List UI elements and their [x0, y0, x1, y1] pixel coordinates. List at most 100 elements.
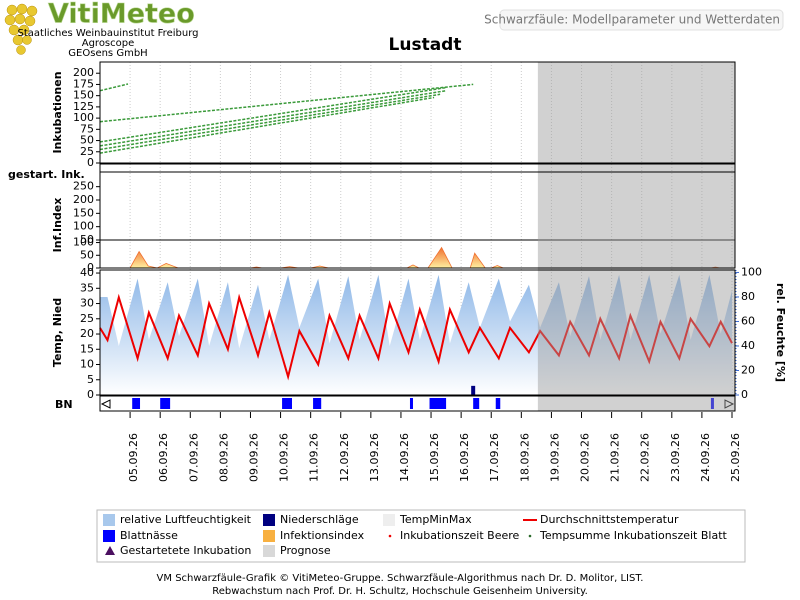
- y-tick-label: 35: [80, 281, 94, 294]
- x-tick-label: 05.09.26: [127, 433, 140, 482]
- x-tick-label: 17.09.26: [488, 433, 501, 482]
- x-tick-label: 16.09.26: [458, 433, 471, 482]
- y-tick-label: 175: [73, 77, 94, 90]
- legend-label: Blattnässe: [120, 529, 178, 542]
- y2-tick-label: 40: [741, 339, 755, 352]
- x-tick-label: 09.09.26: [247, 433, 260, 482]
- incubation-line: [99, 83, 474, 123]
- y-tick-label: 5: [87, 373, 94, 386]
- footer: Rebwachstum nach Prof. Dr. H. Schultz, H…: [212, 586, 588, 597]
- y-tick-label: 30: [80, 297, 94, 310]
- legend-label: Infektionsindex: [280, 529, 365, 542]
- legend-label: Durchschnittstemperatur: [540, 513, 679, 526]
- x-tick-label: 12.09.26: [338, 433, 351, 482]
- scroll-arrow: [724, 399, 735, 409]
- leaf-wetness-bar: [313, 398, 322, 409]
- leaf-wetness-bar: [473, 398, 480, 409]
- y2-tick-label: 80: [741, 290, 755, 303]
- leaf-wetness-bar: [409, 398, 413, 409]
- logo-line: GEOsens GmbH: [68, 48, 147, 59]
- legend-symbol: [263, 545, 275, 557]
- legend-symbol: [388, 534, 392, 538]
- legend-label: Gestartetete Inkubation: [120, 544, 251, 557]
- x-tick-label: 13.09.26: [368, 433, 381, 482]
- x-tick-label: 22.09.26: [639, 433, 652, 482]
- y-tick-label: 250: [73, 180, 94, 193]
- x-tick-label: 11.09.26: [308, 433, 321, 482]
- y-axis-label: Temp, Nied: [51, 298, 64, 367]
- y2-tick-label: 100: [741, 265, 762, 278]
- x-tick-label: 25.09.26: [729, 433, 742, 482]
- y2-tick-label: 20: [741, 363, 755, 376]
- x-tick-label: 23.09.26: [669, 433, 682, 482]
- humidity-area: [100, 274, 732, 395]
- y-tick-label: 0: [87, 388, 94, 401]
- y-tick-label: 100: [73, 111, 94, 124]
- x-tick-label: 21.09.26: [609, 433, 622, 482]
- legend-box: [96, 509, 746, 563]
- x-tick-label: 10.09.26: [278, 433, 291, 482]
- leaf-wetness-bar: [710, 398, 714, 409]
- x-tick-label: 19.09.26: [548, 433, 561, 482]
- chart-title: Lustadt: [389, 35, 462, 55]
- leaf-wetness-bar: [160, 398, 171, 409]
- temperature-line: [99, 293, 733, 381]
- legend-symbol: [383, 514, 395, 526]
- incubation-line: [99, 96, 435, 154]
- y-axis-label: BN: [55, 398, 73, 411]
- leaf-wetness-bar: [495, 398, 501, 409]
- y-tick-label: 200: [73, 193, 94, 206]
- legend-symbol: [263, 530, 275, 542]
- leaf-wetness-bar: [282, 398, 293, 409]
- y-tick-label: 25: [80, 312, 94, 325]
- x-tick-label: 08.09.26: [217, 433, 230, 482]
- y-tick-label: 150: [73, 89, 94, 102]
- legend-symbol: [103, 530, 115, 542]
- x-tick-label: 07.09.26: [187, 433, 200, 482]
- y-tick-label: 50: [80, 233, 94, 246]
- logo: VitiMeteo: [48, 0, 195, 30]
- panel-frame: [99, 171, 736, 269]
- legend-symbol: [105, 546, 115, 555]
- y2-tick-label: 0: [741, 388, 748, 401]
- y-tick-label: 25: [80, 145, 94, 158]
- legend-symbol: [103, 514, 115, 526]
- y-tick-label: 100: [73, 236, 94, 249]
- y-tick-label: 10: [80, 358, 94, 371]
- logo-line: Agroscope: [82, 38, 135, 49]
- prognosis-region: [537, 62, 735, 411]
- leaf-wetness-bar: [429, 398, 447, 409]
- legend-label: Tempsumme Inkubationszeit Blatt: [539, 529, 728, 542]
- y-tick-label: 200: [73, 66, 94, 79]
- y-axis-label: Inkubationen: [51, 71, 64, 153]
- y-tick-label: 40: [80, 266, 94, 279]
- y-tick-label: 125: [73, 100, 94, 113]
- logo-grapes: [4, 3, 38, 55]
- panel-frame: [99, 395, 736, 412]
- y-tick-label: 50: [80, 134, 94, 147]
- legend-symbol: [528, 534, 532, 538]
- y-tick-label: 150: [73, 206, 94, 219]
- x-tick-label: 18.09.26: [518, 433, 531, 482]
- x-tick-label: 20.09.26: [579, 433, 592, 482]
- page-title: Schwarzfäule: Modellparameter und Wetter…: [484, 13, 780, 27]
- page-title-box: [499, 9, 784, 31]
- y-axis-label: rel. Feuchte [%]: [774, 283, 787, 382]
- y-tick-label: 75: [80, 122, 94, 135]
- panel-frame: [99, 269, 736, 396]
- row-label: gestart. Ink.: [8, 168, 85, 181]
- leaf-wetness-bar: [132, 398, 141, 409]
- incubation-line: [99, 83, 129, 92]
- legend-label: Niederschläge: [280, 513, 359, 526]
- incubation-line: [99, 93, 441, 151]
- legend-label: Inkubationszeit Beere: [400, 529, 520, 542]
- y-tick-label: 0: [87, 261, 94, 274]
- legend-symbol: [263, 514, 275, 526]
- x-tick-label: 06.09.26: [157, 433, 170, 482]
- x-tick-label: 24.09.26: [699, 433, 712, 482]
- footer: VM Schwarzfäule-Grafik © VitiMeteo-Grupp…: [157, 573, 644, 584]
- y-tick-label: 100: [73, 220, 94, 233]
- y-tick-label: 0: [87, 156, 94, 169]
- scroll-arrow: [100, 399, 111, 409]
